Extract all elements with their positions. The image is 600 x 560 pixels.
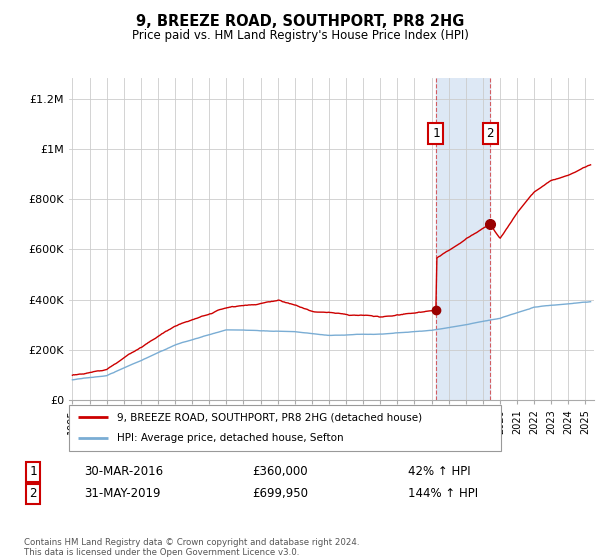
Text: 30-MAR-2016: 30-MAR-2016 [84, 465, 163, 478]
Text: 1: 1 [29, 465, 37, 478]
Text: 42% ↑ HPI: 42% ↑ HPI [408, 465, 470, 478]
Text: HPI: Average price, detached house, Sefton: HPI: Average price, detached house, Seft… [116, 433, 343, 444]
FancyBboxPatch shape [69, 405, 501, 451]
Text: 9, BREEZE ROAD, SOUTHPORT, PR8 2HG (detached house): 9, BREEZE ROAD, SOUTHPORT, PR8 2HG (deta… [116, 412, 422, 422]
Text: 31-MAY-2019: 31-MAY-2019 [84, 487, 161, 501]
Text: 2: 2 [29, 487, 37, 501]
Text: 2: 2 [486, 127, 494, 140]
Text: Contains HM Land Registry data © Crown copyright and database right 2024.
This d: Contains HM Land Registry data © Crown c… [24, 538, 359, 557]
Bar [436, 78, 490, 400]
Text: £699,950: £699,950 [252, 487, 308, 501]
Text: 144% ↑ HPI: 144% ↑ HPI [408, 487, 478, 501]
Text: 9, BREEZE ROAD, SOUTHPORT, PR8 2HG: 9, BREEZE ROAD, SOUTHPORT, PR8 2HG [136, 14, 464, 29]
Text: £360,000: £360,000 [252, 465, 308, 478]
Text: 1: 1 [432, 127, 440, 140]
Text: Price paid vs. HM Land Registry's House Price Index (HPI): Price paid vs. HM Land Registry's House … [131, 29, 469, 42]
